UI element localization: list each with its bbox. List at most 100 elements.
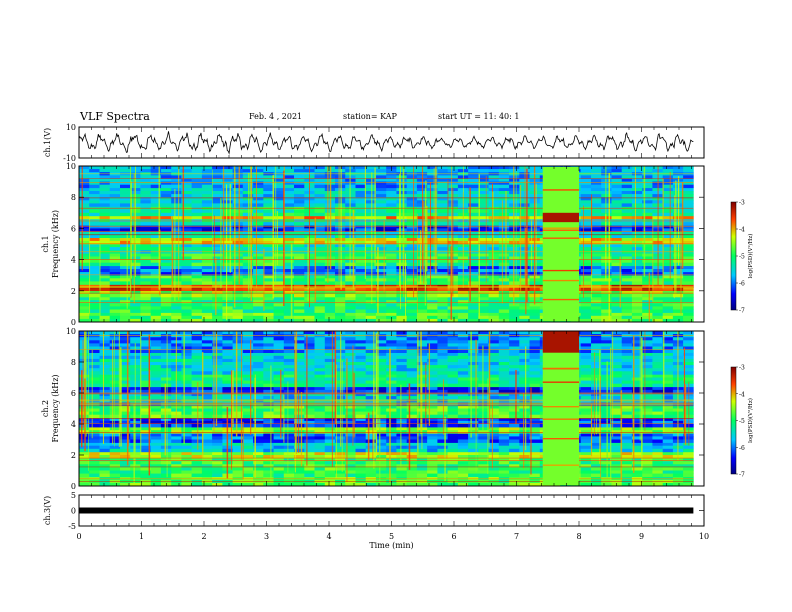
spectrogram-cell bbox=[601, 278, 612, 282]
spectrogram-cell bbox=[519, 445, 530, 450]
spectrogram-cell bbox=[222, 265, 233, 270]
spectrogram-cell bbox=[683, 306, 694, 310]
spectrogram-cell bbox=[273, 424, 285, 428]
spectrogram-cell bbox=[120, 237, 131, 242]
spectrogram-cell bbox=[355, 297, 367, 301]
spectrogram-cell bbox=[324, 464, 336, 468]
spectrogram-cell bbox=[191, 455, 203, 459]
spectrogram-cell bbox=[478, 244, 489, 248]
spectrogram-cell bbox=[406, 234, 418, 238]
spectrogram-cell bbox=[212, 265, 223, 270]
spectrogram-cell bbox=[294, 386, 305, 391]
spectrogram-cell bbox=[683, 442, 694, 446]
spectrogram-cell bbox=[253, 414, 264, 419]
spectrogram-cell bbox=[109, 439, 121, 443]
spectrogram-cell bbox=[232, 306, 244, 310]
spectrogram-cell bbox=[79, 222, 90, 226]
spectrogram-cell bbox=[478, 424, 489, 428]
spectrogram-cell bbox=[365, 256, 377, 260]
spectrogram-cell bbox=[79, 225, 90, 229]
spectrogram-cell bbox=[396, 197, 407, 201]
spectrogram-cell bbox=[263, 209, 274, 214]
spectrogram-cell bbox=[601, 253, 612, 257]
spectrogram-cell bbox=[468, 297, 479, 301]
spectrogram-cell bbox=[631, 253, 643, 257]
spectrogram-cell bbox=[509, 433, 520, 437]
spectrogram-cell bbox=[662, 417, 674, 422]
spectrogram-cell bbox=[468, 386, 479, 391]
spectrogram-cell bbox=[314, 408, 326, 412]
spectrogram-cell bbox=[365, 315, 377, 320]
spectrogram-cell bbox=[283, 287, 295, 292]
spectrogram-cell bbox=[519, 303, 530, 307]
spectrogram-cell bbox=[345, 405, 356, 409]
spectrogram-cell bbox=[427, 234, 438, 238]
spectrogram-cell bbox=[375, 445, 387, 450]
spectrogram-cell bbox=[89, 430, 100, 434]
spectrogram-cell bbox=[99, 225, 111, 229]
spectrogram-cell bbox=[140, 203, 151, 207]
spectrogram-cell bbox=[140, 467, 151, 471]
spectrogram-cell bbox=[355, 184, 367, 189]
spectrogram-cell bbox=[447, 315, 459, 320]
spectrogram-cell bbox=[150, 445, 162, 450]
spectrogram-cell bbox=[140, 451, 151, 456]
spectrogram-cell bbox=[201, 234, 213, 238]
spectrogram-cell bbox=[120, 439, 131, 443]
spectrogram-cell bbox=[519, 318, 530, 323]
spectrogram-cell bbox=[375, 436, 387, 440]
spectrogram-cell bbox=[201, 178, 213, 182]
spectrogram-cell bbox=[519, 300, 530, 304]
spectrogram-cell bbox=[447, 433, 459, 437]
spectrogram-cell bbox=[621, 237, 633, 242]
spectrogram-cell bbox=[150, 461, 162, 465]
spectrogram-cell bbox=[437, 473, 448, 477]
spectrogram-cell bbox=[591, 312, 602, 316]
spectrogram-cell bbox=[283, 439, 295, 443]
spectrogram-cell bbox=[89, 300, 100, 304]
spectrogram-cell bbox=[355, 212, 367, 217]
spectrogram-cell bbox=[201, 187, 213, 192]
spectrogram-cell bbox=[273, 209, 285, 214]
spectrogram-cell bbox=[160, 203, 172, 207]
spectrogram-cell bbox=[109, 237, 121, 242]
spectrogram-cell bbox=[201, 209, 213, 214]
spectrogram-cell bbox=[212, 414, 223, 419]
spectrogram-cell bbox=[181, 393, 192, 397]
spectrogram-cell bbox=[386, 442, 397, 446]
spectrogram-cell bbox=[283, 175, 295, 179]
spectrogram-cell bbox=[662, 244, 674, 248]
spectrogram-cell bbox=[621, 411, 633, 415]
spectrogram-cell bbox=[642, 442, 653, 446]
spectrogram-cell bbox=[314, 318, 326, 323]
spectrogram-cell bbox=[631, 396, 643, 400]
spectrogram-cell bbox=[642, 420, 653, 425]
spectrogram-cell bbox=[140, 309, 151, 313]
spectrogram-cell bbox=[99, 290, 111, 295]
spectrogram-cell bbox=[519, 473, 530, 477]
spectrogram-cell bbox=[232, 275, 244, 279]
spectrogram-cell bbox=[355, 259, 367, 263]
spectrogram-cell bbox=[621, 430, 633, 434]
spectrogram-cell bbox=[509, 393, 520, 397]
spectrogram-cell bbox=[109, 442, 121, 446]
spectrogram-cell bbox=[672, 269, 684, 273]
spectrogram-cell bbox=[120, 386, 131, 391]
spectrogram-cell bbox=[396, 442, 407, 446]
spectrogram-cell bbox=[201, 408, 213, 412]
spectrogram-cell bbox=[120, 458, 131, 462]
spectrogram-cell bbox=[109, 181, 121, 185]
spectrogram-cell bbox=[498, 451, 510, 456]
spectrogram-cell bbox=[355, 467, 367, 471]
spectrogram-cell bbox=[324, 315, 336, 320]
spectrogram-cell bbox=[580, 231, 592, 235]
spectrogram-cell bbox=[457, 408, 469, 412]
spectrogram-cell bbox=[375, 265, 387, 270]
spectrogram-cell bbox=[498, 234, 510, 238]
spectrogram-cell bbox=[171, 297, 182, 301]
spectrogram-cell bbox=[212, 259, 223, 263]
spectrogram-cell bbox=[345, 467, 356, 471]
spectrogram-cell bbox=[611, 464, 623, 468]
spectrogram-cell bbox=[662, 265, 674, 270]
spectrogram-cell bbox=[662, 411, 674, 415]
